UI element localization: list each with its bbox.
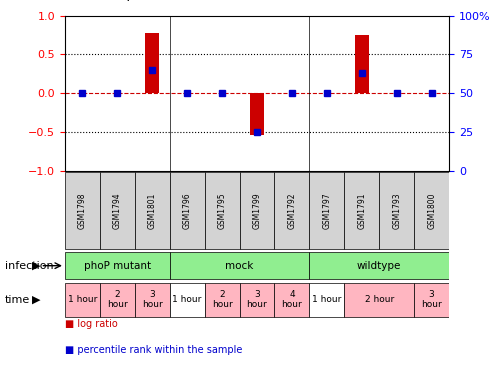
- Text: 3
hour: 3 hour: [142, 290, 163, 309]
- Text: GDS78 / 6196: GDS78 / 6196: [70, 0, 176, 3]
- FancyBboxPatch shape: [65, 252, 170, 279]
- FancyBboxPatch shape: [170, 283, 205, 317]
- FancyBboxPatch shape: [240, 172, 274, 249]
- Bar: [250, 93, 264, 135]
- FancyBboxPatch shape: [309, 172, 344, 249]
- Text: 3
hour: 3 hour: [421, 290, 442, 309]
- Text: ■ log ratio: ■ log ratio: [65, 320, 118, 329]
- Text: GSM1792: GSM1792: [287, 193, 296, 229]
- Text: 4
hour: 4 hour: [281, 290, 302, 309]
- FancyBboxPatch shape: [65, 172, 100, 249]
- Text: mock: mock: [226, 261, 253, 271]
- Text: ▶: ▶: [32, 295, 41, 305]
- Text: GSM1793: GSM1793: [392, 193, 401, 229]
- FancyBboxPatch shape: [379, 172, 414, 249]
- Text: GSM1800: GSM1800: [427, 193, 436, 229]
- FancyBboxPatch shape: [170, 172, 205, 249]
- FancyBboxPatch shape: [344, 283, 414, 317]
- Text: 1 hour: 1 hour: [68, 295, 97, 304]
- Text: 1 hour: 1 hour: [173, 295, 202, 304]
- FancyBboxPatch shape: [344, 172, 379, 249]
- FancyBboxPatch shape: [309, 283, 344, 317]
- Text: 2 hour: 2 hour: [365, 295, 394, 304]
- FancyBboxPatch shape: [414, 283, 449, 317]
- FancyBboxPatch shape: [309, 252, 449, 279]
- Text: phoP mutant: phoP mutant: [84, 261, 151, 271]
- Text: GSM1794: GSM1794: [113, 193, 122, 229]
- FancyBboxPatch shape: [65, 283, 100, 317]
- Text: 3
hour: 3 hour: [247, 290, 267, 309]
- FancyBboxPatch shape: [100, 283, 135, 317]
- FancyBboxPatch shape: [100, 172, 135, 249]
- Text: GSM1791: GSM1791: [357, 193, 366, 229]
- FancyBboxPatch shape: [170, 252, 309, 279]
- Text: GSM1798: GSM1798: [78, 193, 87, 229]
- FancyBboxPatch shape: [135, 283, 170, 317]
- Text: GSM1796: GSM1796: [183, 193, 192, 229]
- Bar: [145, 33, 159, 93]
- Text: 1 hour: 1 hour: [312, 295, 341, 304]
- Text: ▶: ▶: [32, 261, 41, 271]
- FancyBboxPatch shape: [205, 172, 240, 249]
- Text: GSM1797: GSM1797: [322, 193, 331, 229]
- Text: 2
hour: 2 hour: [212, 290, 233, 309]
- Text: infection: infection: [5, 261, 53, 271]
- FancyBboxPatch shape: [414, 172, 449, 249]
- Text: GSM1795: GSM1795: [218, 193, 227, 229]
- FancyBboxPatch shape: [274, 283, 309, 317]
- FancyBboxPatch shape: [240, 283, 274, 317]
- Text: ■ percentile rank within the sample: ■ percentile rank within the sample: [65, 345, 242, 355]
- Bar: [355, 35, 369, 93]
- Text: time: time: [5, 295, 30, 305]
- Text: wildtype: wildtype: [357, 261, 401, 271]
- Text: 2
hour: 2 hour: [107, 290, 128, 309]
- FancyBboxPatch shape: [205, 283, 240, 317]
- Text: GSM1799: GSM1799: [252, 193, 261, 229]
- FancyBboxPatch shape: [135, 172, 170, 249]
- Text: GSM1801: GSM1801: [148, 193, 157, 229]
- FancyBboxPatch shape: [274, 172, 309, 249]
